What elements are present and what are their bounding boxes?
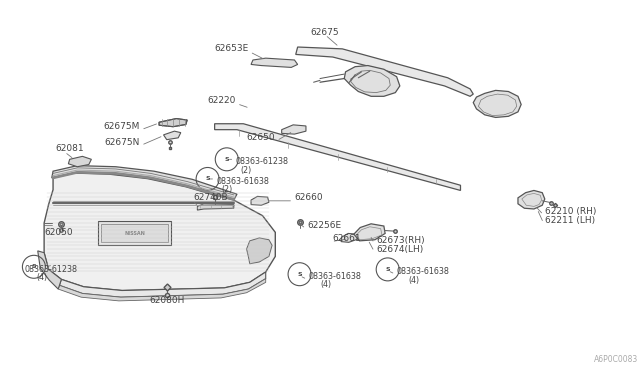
Text: 62211 (LH): 62211 (LH) bbox=[545, 216, 595, 225]
Text: 62675: 62675 bbox=[311, 28, 339, 37]
Polygon shape bbox=[44, 173, 275, 291]
Text: 62675N: 62675N bbox=[104, 138, 140, 147]
Text: 62050: 62050 bbox=[44, 228, 73, 237]
Polygon shape bbox=[341, 234, 357, 242]
Text: S: S bbox=[225, 157, 229, 162]
Polygon shape bbox=[518, 190, 545, 209]
Text: 62653E: 62653E bbox=[214, 44, 248, 53]
Polygon shape bbox=[58, 279, 266, 301]
Text: NISSAN: NISSAN bbox=[124, 231, 145, 235]
Polygon shape bbox=[68, 156, 92, 167]
Text: (2): (2) bbox=[221, 185, 233, 194]
Polygon shape bbox=[251, 196, 269, 205]
Text: 62080H: 62080H bbox=[149, 296, 184, 305]
Text: 62674(LH): 62674(LH) bbox=[376, 244, 424, 253]
Polygon shape bbox=[60, 272, 266, 297]
Polygon shape bbox=[214, 124, 461, 190]
Polygon shape bbox=[159, 119, 187, 127]
Text: 62081: 62081 bbox=[55, 144, 84, 153]
Text: 62740B: 62740B bbox=[193, 193, 228, 202]
Text: 08363-61238: 08363-61238 bbox=[25, 265, 78, 274]
Polygon shape bbox=[164, 131, 180, 140]
Text: 62256E: 62256E bbox=[307, 221, 341, 230]
Text: S: S bbox=[205, 176, 210, 182]
Text: 62675M: 62675M bbox=[104, 122, 140, 131]
Text: 62661: 62661 bbox=[333, 234, 362, 243]
Polygon shape bbox=[473, 90, 521, 118]
Text: S: S bbox=[385, 267, 390, 272]
Polygon shape bbox=[52, 166, 237, 200]
Text: 62660: 62660 bbox=[294, 193, 323, 202]
Text: (4): (4) bbox=[408, 276, 419, 285]
Polygon shape bbox=[38, 251, 61, 289]
Text: (2): (2) bbox=[241, 166, 252, 174]
Polygon shape bbox=[344, 65, 400, 96]
Polygon shape bbox=[251, 58, 298, 67]
Polygon shape bbox=[197, 204, 234, 210]
Bar bbox=[101, 224, 168, 242]
Text: 62210 (RH): 62210 (RH) bbox=[545, 208, 596, 217]
Text: S: S bbox=[31, 264, 36, 269]
Bar bbox=[98, 221, 172, 245]
Text: (4): (4) bbox=[36, 273, 47, 282]
Text: 62673(RH): 62673(RH) bbox=[376, 236, 425, 246]
Text: S: S bbox=[297, 272, 302, 277]
Polygon shape bbox=[354, 224, 385, 241]
Text: 62650: 62650 bbox=[246, 133, 275, 142]
Text: 08363-61638: 08363-61638 bbox=[308, 272, 362, 281]
Text: 08363-61638: 08363-61638 bbox=[216, 177, 269, 186]
Text: (4): (4) bbox=[320, 280, 331, 289]
Polygon shape bbox=[282, 125, 306, 134]
Polygon shape bbox=[246, 238, 272, 264]
Text: A6P0C0083: A6P0C0083 bbox=[594, 355, 638, 364]
Text: 08363-61638: 08363-61638 bbox=[397, 267, 449, 276]
Text: 62220: 62220 bbox=[207, 96, 236, 105]
Text: 08363-61238: 08363-61238 bbox=[236, 157, 289, 166]
Polygon shape bbox=[296, 47, 473, 96]
